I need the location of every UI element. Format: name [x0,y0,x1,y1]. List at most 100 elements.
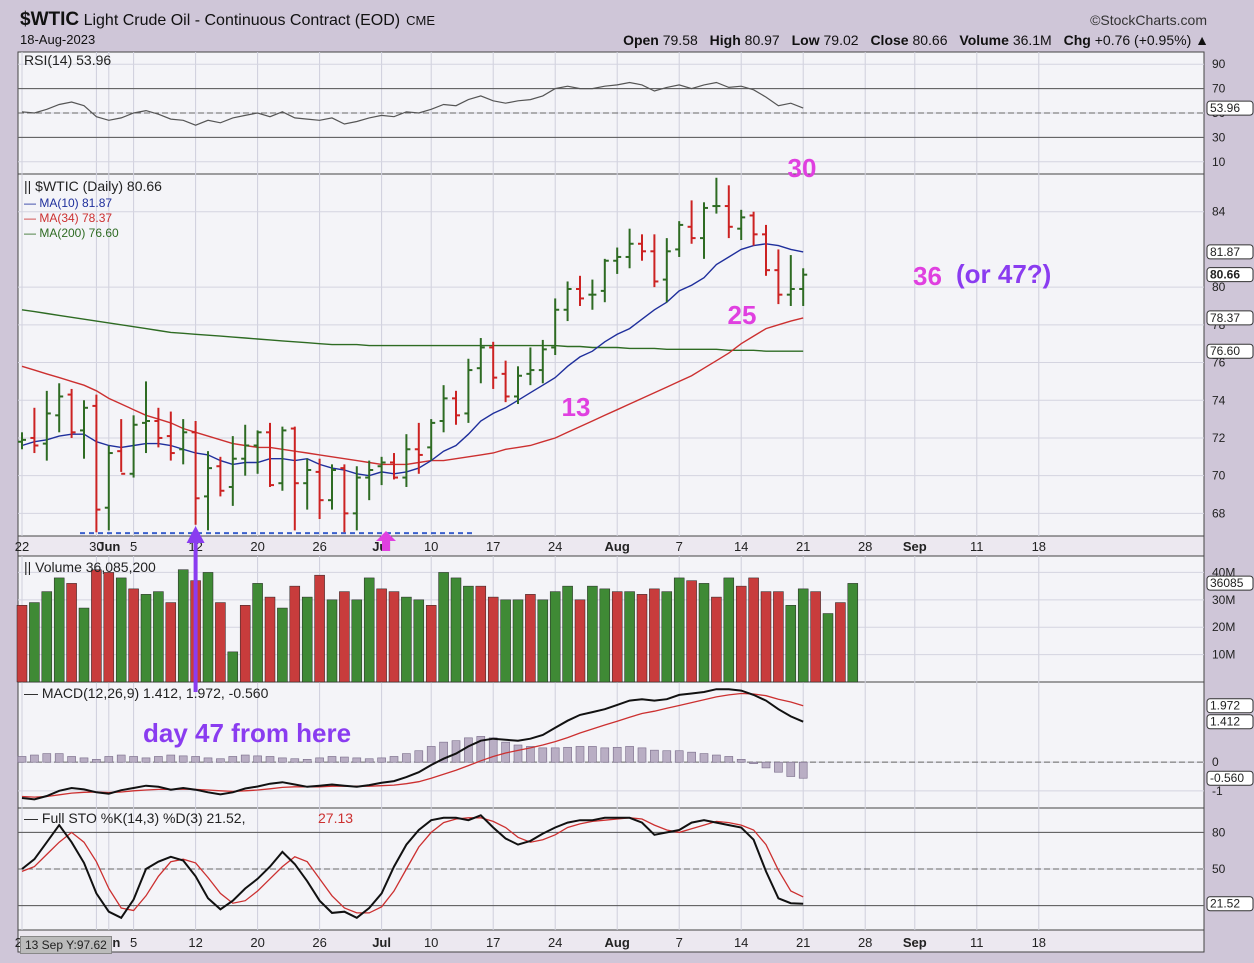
volume-bar [735,585,747,683]
price-legend: || $WTIC (Daily) 80.66 [24,178,162,194]
volume-bar [252,583,263,683]
ma200-last-tag-box [1206,343,1254,359]
volume-bar [748,577,759,683]
ma200-last-tag: 76.60 [1210,344,1240,358]
chart-title: $WTIC Light Crude Oil - Continuous Contr… [20,9,435,31]
macd-hist-bar [798,761,808,779]
y-tick-label: 72 [1212,431,1226,445]
high-label: High [709,32,741,48]
volume-bar [326,599,338,683]
volume-bar [388,591,400,683]
macd-hist-bar [687,751,696,763]
volume-bar [401,596,412,683]
x-tick-label-bottom: Jul [372,935,391,950]
x-tick-label-bottom: 20 [250,935,264,950]
macd-hist-bar [513,744,523,763]
volume-bar [723,577,735,683]
chg-value: +0.76 (+0.95%) [1094,32,1192,48]
symbol: $WTIC [20,9,80,30]
volume-bar [673,577,685,683]
macd-hist-bar [488,737,498,763]
x-tick-label: 14 [734,539,748,554]
macd-hist-bar [724,756,734,763]
volume-last-tag-box [1206,575,1254,591]
instrument-name: Light Crude Oil - Continuous Contract (E… [83,12,401,29]
x-tick-label: 21 [796,539,810,554]
volume-last-tag: 36085 [1210,576,1244,590]
volume-bar [438,572,449,683]
y-tick-label: 80 [1212,280,1226,294]
y-tick-label: 50 [1212,862,1226,876]
volume-bar [698,583,710,683]
macd-legend: — MACD(12,26,9) 1.412, 1.972, -0.560 [24,685,269,701]
x-tick-label: 11 [970,539,984,554]
macd-hist-bar [575,746,585,763]
ma10-last-tag: 81.87 [1210,245,1240,259]
macd-hist-bar [625,746,634,763]
macd-hist-bar [352,757,362,763]
volume-bar [797,588,809,683]
volume-bar [227,651,239,683]
volume-bar [264,596,276,683]
chart-header: $WTIC Light Crude Oil - Continuous Contr… [0,0,1254,50]
volume-bar [512,599,524,683]
volume-bar [636,594,648,683]
collapse-up-icon[interactable]: ▲ [1195,32,1209,48]
open-label: Open [623,32,659,48]
macd-hist-bar [563,746,572,763]
brand-logo: ©StockCharts.com [1090,12,1207,28]
volume-value: 36.1M [1012,32,1052,48]
volume-bar [115,577,127,683]
y-tick-label: 90 [1212,57,1226,71]
x-tick-label-bottom: 21 [796,935,810,950]
volume-bar [475,585,487,683]
macd-hist-bar [178,755,188,763]
x-tick-label-bottom: Sep [903,935,927,950]
macd-hist-bar [166,754,176,763]
x-tick-label-bottom: 24 [548,935,562,950]
x-tick-label: 20 [250,539,264,554]
y-tick-label: 70 [1212,469,1226,483]
macd-hist-bar [216,758,225,763]
macd-hist-bar [736,759,746,763]
macd-hist-bar [92,759,101,763]
macd-hist-bar [79,757,89,763]
annotation-13: 13 [562,392,591,422]
volume-bar [78,607,90,683]
x-axis-strip-bottom [17,929,1205,953]
close-value: 80.66 [912,32,948,48]
macd-hist-bar [712,754,721,763]
volume-bar [16,605,28,683]
volume-bar [525,594,536,683]
macd-hist-bar [774,761,783,773]
x-tick-label: 10 [424,539,438,554]
x-tick-label: 22 [15,539,29,554]
macd-signal-tag-box [1206,698,1254,714]
marker-up-arrow [376,531,396,551]
exchange: CME [406,13,436,28]
low-value: 79.02 [823,32,859,48]
macd-hist-bar [340,756,349,763]
volume-bar [661,591,673,683]
sto-legend: — Full STO %K(14,3) %D(3) 21.52, [24,810,245,826]
sto-k-line [21,814,804,920]
volume-bar [835,602,846,683]
volume-bar [810,591,821,683]
y-tick-label: -1 [1212,784,1223,798]
x-tick-label-bottom: 12 [188,935,202,950]
volume-bar [463,585,474,683]
rsi-last-tag: 53.96 [1210,101,1240,115]
volume-bar [277,607,288,683]
rsi-line [21,81,804,126]
volume-bar [562,585,573,683]
x-tick-label: 30 [89,539,103,554]
x-tick-label: 26 [312,539,326,554]
volume-bar [773,591,784,683]
macd-hist-bar [588,746,597,763]
y-tick-label: 30M [1212,593,1235,607]
macd-hist-bar [538,747,548,763]
volume-bar [239,605,251,683]
close-label: Close [870,32,909,48]
macd-hist-bar [662,750,672,763]
